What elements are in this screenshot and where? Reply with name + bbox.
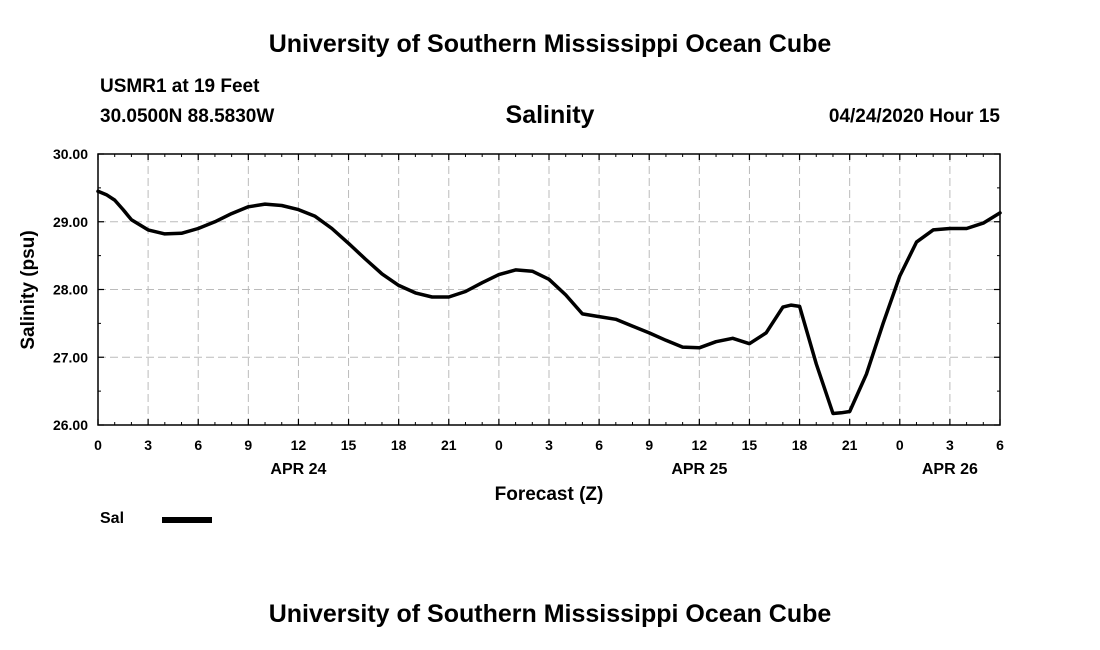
x-tick-label: 6: [194, 437, 202, 453]
x-tick-label: 9: [645, 437, 653, 453]
x-tick-label: 0: [495, 437, 503, 453]
y-tick-label: 27.00: [53, 349, 88, 365]
date-label: APR 24: [270, 461, 326, 478]
x-tick-label: 6: [996, 437, 1004, 453]
series-line-sal: [96, 189, 1002, 416]
x-tick-label: 21: [842, 437, 858, 453]
station-name: USMR1 at 19 Feet: [100, 76, 260, 97]
y-tick-label: 29.00: [53, 214, 88, 230]
x-tick-label: 21: [441, 437, 457, 453]
x-tick-label: 3: [946, 437, 954, 453]
x-axis-label: Forecast (Z): [495, 484, 604, 505]
grid: [98, 154, 1000, 425]
x-tick-label: 6: [595, 437, 603, 453]
x-tick-label: 0: [94, 437, 102, 453]
x-tick-label: 0: [896, 437, 904, 453]
page-title: University of Southern Mississippi Ocean…: [268, 30, 832, 58]
chart-title: Salinity: [505, 101, 595, 129]
axis-tick-labels: 0 3 6 9 12 15 18 21 0 3 6 9 12 15 18 21 0 3 6 26.00 27.00 28.…: [53, 146, 1004, 478]
date-label: APR 25: [671, 461, 727, 478]
x-tick-label: 18: [792, 437, 808, 453]
x-tick-label: 18: [391, 437, 407, 453]
forecast-run-time: 04/24/2020 Hour 15: [828, 106, 1000, 127]
y-tick-label: 30.00: [53, 146, 88, 162]
x-tick-label: 3: [144, 437, 152, 453]
legend-label: Sal: [100, 510, 125, 527]
x-tick-label: 9: [244, 437, 252, 453]
station-coordinates: 30.0500N 88.5830W: [100, 106, 275, 127]
date-label: APR 26: [922, 461, 978, 478]
x-tick-label: 12: [291, 437, 307, 453]
x-tick-label: 3: [545, 437, 553, 453]
x-tick-label: 15: [341, 437, 357, 453]
axis-ticks: [97, 153, 1001, 426]
legend-swatch: [162, 517, 212, 523]
footer-title: University of Southern Mississippi Ocean…: [268, 600, 832, 628]
y-tick-label: 26.00: [53, 417, 88, 433]
y-axis-label: Salinity (psu): [18, 230, 39, 349]
x-tick-label: 12: [692, 437, 708, 453]
y-tick-label: 28.00: [53, 282, 88, 298]
x-tick-label: 15: [742, 437, 758, 453]
